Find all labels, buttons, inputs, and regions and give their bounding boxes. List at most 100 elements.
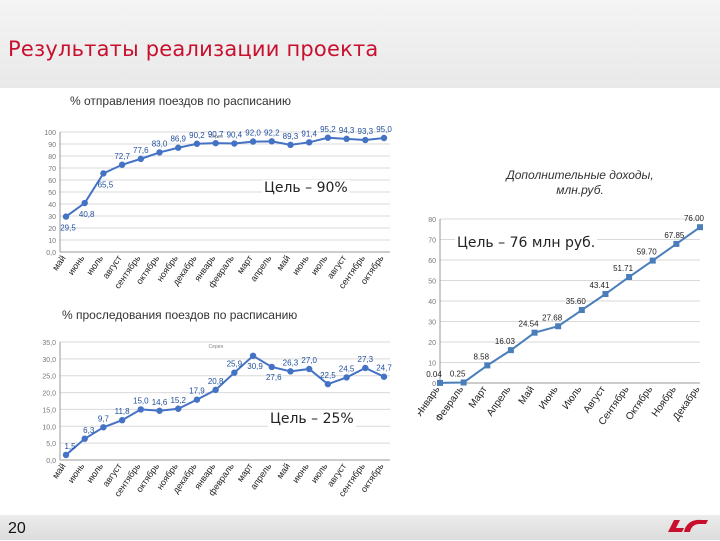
data-label: 65,5 <box>98 180 114 189</box>
data-label: 26,3 <box>283 358 299 367</box>
y-tick-label: 90 <box>48 142 56 149</box>
y-tick-label: 35,0 <box>42 340 56 347</box>
legend-label: Серия <box>209 344 224 350</box>
y-tick-label: 60 <box>428 258 436 265</box>
y-tick-label: 30 <box>48 214 56 221</box>
data-label: 9,7 <box>98 414 110 423</box>
data-point <box>437 379 443 386</box>
x-tick-label: Май <box>517 384 537 406</box>
data-label: 59.70 <box>637 248 658 257</box>
data-label: 91,4 <box>301 129 317 138</box>
data-label: 17,9 <box>189 387 205 396</box>
y-tick-label: 30 <box>428 320 436 327</box>
rzd-logo-icon <box>664 516 710 541</box>
data-point <box>305 365 313 373</box>
series-line <box>65 136 385 218</box>
data-point <box>531 329 538 336</box>
data-label: 0.04 <box>426 370 442 379</box>
y-tick-label: 5,0 <box>46 441 56 448</box>
data-point <box>156 407 163 414</box>
y-tick-label: 10 <box>48 238 56 245</box>
data-label: 22,5 <box>320 371 336 380</box>
x-tick-label: Июнь <box>537 384 561 411</box>
data-point <box>649 257 656 264</box>
chart1-goal-label: Цель – 90% <box>262 180 350 196</box>
data-point <box>324 134 332 141</box>
data-label: 35.60 <box>566 297 587 306</box>
x-tick-label: июнь <box>66 461 87 485</box>
data-label: 30,9 <box>247 362 263 371</box>
y-tick-label: 25,0 <box>42 374 56 381</box>
y-tick-label: 80 <box>48 154 56 161</box>
x-tick-label: Март <box>467 384 490 410</box>
data-point <box>287 368 294 375</box>
data-label: 40,8 <box>79 210 95 219</box>
data-point <box>118 417 126 424</box>
data-point <box>118 161 126 168</box>
data-point <box>62 213 70 220</box>
data-point <box>175 405 182 412</box>
y-tick-label: 40 <box>428 299 436 306</box>
y-tick-label: 30,0 <box>42 357 56 364</box>
series-line <box>439 226 701 384</box>
y-tick-label: 20,0 <box>42 391 56 398</box>
y-tick-label: 10 <box>428 361 436 368</box>
data-point <box>137 406 145 413</box>
x-tick-label: Июль <box>561 384 585 411</box>
data-label: 11,8 <box>115 407 131 416</box>
data-point <box>484 362 491 369</box>
y-tick-label: 50 <box>48 190 56 197</box>
data-point <box>287 141 294 149</box>
footer-bar <box>0 515 720 540</box>
data-point <box>602 291 609 298</box>
data-label: 15,0 <box>133 396 149 405</box>
y-tick-label: 0 <box>432 381 436 388</box>
data-label: 93,3 <box>358 127 374 136</box>
data-point <box>62 451 70 459</box>
data-label: 92,2 <box>264 128 280 137</box>
data-label: 92,0 <box>245 129 261 138</box>
y-tick-label: 0,0 <box>46 458 56 465</box>
data-label: 20,8 <box>208 377 224 386</box>
data-point <box>507 347 514 354</box>
chart3-title-line2: млн.руб. <box>556 183 604 197</box>
data-label: 29,5 <box>60 224 76 233</box>
data-label: 0.25 <box>450 369 466 378</box>
data-point <box>697 224 703 231</box>
legend-label: Серия <box>209 134 224 140</box>
data-point <box>460 379 467 386</box>
y-tick-label: 10,0 <box>42 424 56 431</box>
data-point <box>100 424 107 431</box>
x-tick-label: июнь <box>290 461 311 485</box>
data-point <box>212 139 219 147</box>
data-label: 27,6 <box>266 373 282 382</box>
data-label: 8.58 <box>473 352 489 361</box>
y-tick-label: 40 <box>48 202 56 209</box>
x-tick-label: май <box>275 461 293 480</box>
data-label: 43.41 <box>589 281 610 290</box>
header-bar <box>0 0 720 88</box>
data-label: 94,3 <box>339 126 355 135</box>
data-point <box>231 369 238 376</box>
data-label: 83,0 <box>152 139 168 148</box>
data-label: 24,7 <box>376 364 392 373</box>
data-point <box>212 386 219 394</box>
data-point <box>673 240 680 247</box>
data-label: 1,5 <box>64 442 76 451</box>
x-tick-label: Апрель <box>485 384 513 418</box>
data-point <box>137 155 145 163</box>
y-tick-label: 20 <box>428 340 436 347</box>
data-point <box>362 364 369 372</box>
data-point <box>343 374 350 381</box>
data-point <box>305 139 313 146</box>
data-point <box>81 435 88 442</box>
chart1-departures: 0,0 10 20 30 40 50 60 70 80 90 100 Серия 29,540,8 65,… <box>44 125 392 291</box>
y-tick-label: 15,0 <box>42 407 56 414</box>
data-label: 89,3 <box>283 132 299 141</box>
data-label: 90,4 <box>227 131 243 140</box>
data-label: 15,2 <box>170 396 186 405</box>
y-tick-label: 60 <box>48 178 56 185</box>
y-tick-label: 80 <box>428 217 436 224</box>
y-tick-label: 20 <box>48 226 56 233</box>
data-point <box>578 307 585 314</box>
